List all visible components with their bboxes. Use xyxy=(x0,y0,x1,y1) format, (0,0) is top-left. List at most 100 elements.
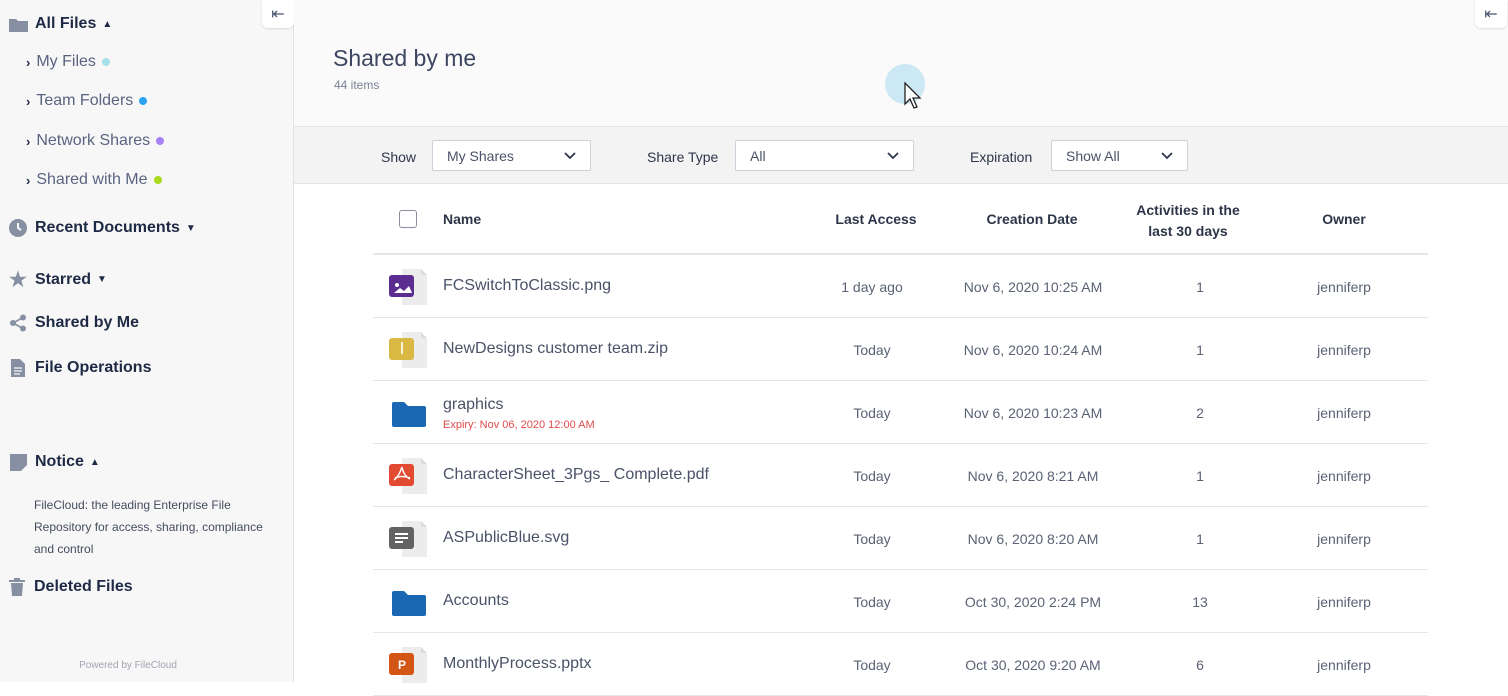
label: Team Folders xyxy=(36,92,134,109)
sidebar-item-notice[interactable]: Notice ▲ xyxy=(8,453,100,471)
table-row[interactable]: ASPublicBlue.svg Today Nov 6, 2020 8:20 AM… xyxy=(373,507,1428,570)
pptx-file-icon: P xyxy=(389,647,427,683)
label: File Operations xyxy=(35,359,152,376)
file-name[interactable]: NewDesigns customer team.zip xyxy=(443,340,668,357)
owner: jenniferp xyxy=(1317,594,1371,610)
sidebar-item-my-files[interactable]: › My Files xyxy=(26,53,110,71)
table-row[interactable]: FCSwitchToClassic.png 1 day ago Nov 6, 202… xyxy=(373,255,1428,318)
expiration-select[interactable]: Show All xyxy=(1051,140,1188,171)
show-label: Show xyxy=(381,149,417,165)
label: Deleted Files xyxy=(34,578,133,595)
label: Notice xyxy=(35,453,84,470)
sidebar-item-deleted-files[interactable]: Deleted Files xyxy=(7,578,133,596)
owner: jenniferp xyxy=(1317,531,1371,547)
share-type-label: Share Type xyxy=(647,149,719,165)
chevron-right-icon: › xyxy=(26,54,31,70)
column-owner[interactable]: Owner xyxy=(1322,211,1366,227)
sidebar-item-shared-by-me[interactable]: Shared by Me xyxy=(8,314,139,332)
label: All Files xyxy=(35,15,97,32)
file-name[interactable]: FCSwitchToClassic.png xyxy=(443,277,612,294)
collapse-sidebar-button[interactable]: ⇤ xyxy=(262,0,294,28)
sidebar-item-all-files[interactable]: All Files ▲ xyxy=(8,15,112,33)
table-row[interactable]: Accounts Today Oct 30, 2020 2:24 PM 13 jenni… xyxy=(373,570,1428,633)
shares-table: Name Last Access Creation Date Activitie… xyxy=(373,184,1428,696)
sidebar-item-network-shares[interactable]: › Network Shares xyxy=(26,132,165,150)
sidebar-item-recent-documents[interactable]: Recent Documents ▼ xyxy=(8,219,196,237)
last-access: Today xyxy=(853,594,891,610)
creation-date: Nov 6, 2020 10:24 AM xyxy=(963,342,1103,358)
column-creation-date[interactable]: Creation Date xyxy=(986,211,1078,227)
share-type-select[interactable]: All xyxy=(735,140,914,171)
creation-date: Nov 6, 2020 10:23 AM xyxy=(963,405,1103,421)
file-name[interactable]: graphics xyxy=(443,396,504,413)
last-access: Today xyxy=(853,531,891,547)
creation-date: Oct 30, 2020 9:20 AM xyxy=(965,657,1101,673)
sidebar-item-team-folders[interactable]: › Team Folders xyxy=(26,92,148,110)
chevron-right-icon: › xyxy=(26,133,31,149)
owner: jenniferp xyxy=(1317,342,1371,358)
last-access: Today xyxy=(853,468,891,484)
label: My Files xyxy=(36,53,96,70)
note-icon xyxy=(8,453,28,471)
sidebar-item-file-operations[interactable]: File Operations xyxy=(8,359,151,377)
table-row[interactable]: CharacterSheet_3Pgs_ Complete.pdf Today No… xyxy=(373,444,1428,507)
chevron-down-icon xyxy=(887,151,899,159)
show-select[interactable]: My Shares xyxy=(432,140,591,171)
status-dot xyxy=(156,137,165,145)
caret-down-icon: ▼ xyxy=(185,222,196,234)
file-name[interactable]: CharacterSheet_3Pgs_ Complete.pdf xyxy=(443,466,709,483)
label: Shared with Me xyxy=(36,171,148,188)
label: Network Shares xyxy=(36,132,151,149)
activities-count: 13 xyxy=(1192,594,1208,610)
powered-by: Powered by FileCloud xyxy=(79,660,177,671)
value: Show All xyxy=(1066,147,1120,164)
expiry-text: Expiry: Nov 06, 2020 12:00 AM xyxy=(443,419,595,431)
table-row[interactable]: graphics Expiry: Nov 06, 2020 12:00 AM Tod… xyxy=(373,381,1428,444)
file-name[interactable]: MonthlyProcess.pptx xyxy=(443,655,592,672)
folder-icon xyxy=(392,591,426,616)
page-header: Shared by me 44 items ⇤ xyxy=(294,0,1508,127)
document-icon xyxy=(8,359,28,377)
caret-up-icon: ▲ xyxy=(102,18,113,30)
table-row[interactable]: NewDesigns customer team.zip Today Nov 6, … xyxy=(373,318,1428,381)
caret-up-icon: ▲ xyxy=(89,456,100,468)
clock-icon xyxy=(8,219,28,237)
chevron-right-icon: › xyxy=(26,93,31,109)
svg-text:P: P xyxy=(398,658,406,672)
expiration-label: Expiration xyxy=(970,149,1033,165)
collapse-right-panel-button[interactable]: ⇤ xyxy=(1475,0,1507,28)
image-file-icon xyxy=(389,269,427,305)
activities-count: 1 xyxy=(1196,279,1204,295)
text-file-icon xyxy=(389,521,427,557)
item-count: 44 items xyxy=(334,78,380,92)
owner: jenniferp xyxy=(1317,468,1371,484)
collapse-left-icon: ⇤ xyxy=(271,6,285,23)
collapse-left-icon: ⇤ xyxy=(1484,6,1498,23)
share-icon xyxy=(8,314,28,332)
value: My Shares xyxy=(447,147,514,164)
table-row[interactable]: P MonthlyProcess.pptx Today Oct 30, 2020 9:… xyxy=(373,633,1428,696)
file-name[interactable]: ASPublicBlue.svg xyxy=(443,529,570,546)
notice-text: FileCloud: the leading Enterprise File R… xyxy=(34,498,263,556)
last-access: Today xyxy=(853,342,891,358)
creation-date: Nov 6, 2020 8:21 AM xyxy=(967,468,1099,484)
select-all-checkbox[interactable] xyxy=(399,210,417,228)
chevron-down-icon xyxy=(564,151,576,159)
chevron-down-icon xyxy=(1161,151,1173,159)
column-name[interactable]: Name xyxy=(443,211,482,227)
sidebar: ⇤ All Files ▲ › My Files › Team Folders › Ne… xyxy=(0,0,294,682)
last-access: Today xyxy=(853,405,891,421)
file-name[interactable]: Accounts xyxy=(443,592,509,609)
creation-date: Nov 6, 2020 8:20 AM xyxy=(967,531,1099,547)
column-last-access[interactable]: Last Access xyxy=(835,211,917,227)
column-activities[interactable]: Activities in the last 30 days xyxy=(1136,202,1240,239)
sidebar-item-starred[interactable]: ★ Starred ▼ xyxy=(8,267,107,292)
folder-icon xyxy=(392,402,426,427)
status-dot xyxy=(153,176,162,184)
folder-icon xyxy=(8,17,28,32)
sidebar-item-shared-with-me[interactable]: › Shared with Me xyxy=(26,171,162,189)
mouse-cursor-icon xyxy=(904,82,922,109)
owner: jenniferp xyxy=(1317,405,1371,421)
caret-down-icon: ▼ xyxy=(97,274,107,285)
creation-date: Oct 30, 2020 2:24 PM xyxy=(964,594,1102,610)
